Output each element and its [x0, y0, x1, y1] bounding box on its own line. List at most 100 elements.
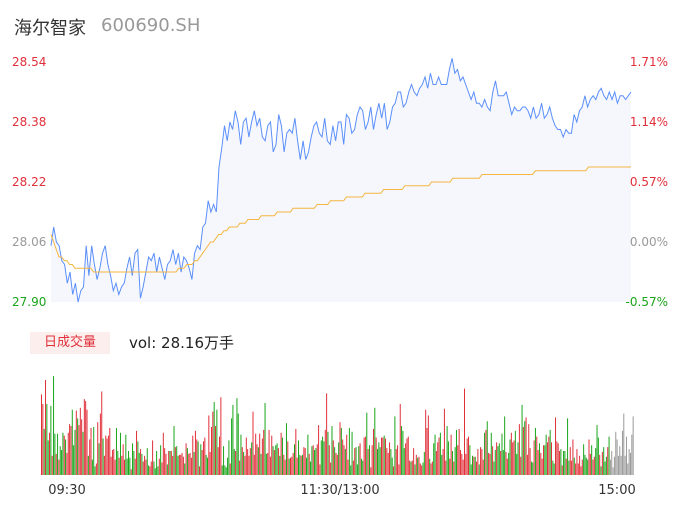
volume-bar	[508, 452, 510, 475]
stock-name: 海尔智家	[14, 18, 86, 39]
volume-bar	[97, 422, 99, 475]
volume-bar	[469, 445, 471, 475]
volume-bar	[489, 453, 491, 475]
volume-bar	[185, 443, 187, 475]
volume-bar	[410, 461, 412, 475]
volume-bar	[433, 443, 435, 475]
daily-volume-tag[interactable]: 日成交量	[30, 332, 110, 354]
volume-bar	[248, 455, 250, 475]
volume-bar	[542, 445, 544, 475]
volume-bar	[406, 438, 408, 475]
volume-bar	[576, 449, 578, 475]
volume-bar	[596, 425, 598, 475]
volume-bar	[351, 431, 353, 475]
volume-bar	[595, 448, 597, 475]
volume-bar	[577, 463, 579, 475]
volume-bar	[439, 432, 441, 475]
volume-bar	[362, 460, 364, 475]
volume-bar	[181, 452, 183, 475]
volume-bar	[391, 457, 393, 475]
volume-bar	[575, 463, 577, 475]
volume-bar	[223, 446, 225, 475]
volume-bar	[541, 458, 543, 475]
volume-bar	[307, 434, 309, 475]
volume-bar	[312, 445, 314, 475]
volume-bar	[74, 429, 76, 475]
volume-bar	[455, 429, 457, 475]
volume-bar	[284, 459, 286, 475]
volume-bar	[158, 458, 160, 475]
volume-bar	[352, 460, 354, 475]
volume-bar	[389, 442, 391, 475]
volume-bar	[303, 447, 305, 475]
volume-bar	[533, 440, 535, 475]
volume-bar	[58, 459, 60, 475]
volume-bar	[45, 379, 47, 475]
volume-bar	[372, 428, 374, 475]
price-tick-label: 28.06	[12, 235, 46, 249]
volume-bar	[315, 448, 317, 475]
volume-bar	[529, 448, 531, 475]
price-panel	[50, 58, 632, 303]
volume-bar	[482, 459, 484, 475]
volume-bar	[193, 451, 195, 475]
volume-bar	[302, 454, 304, 475]
volume-bar	[132, 443, 134, 475]
volume-bar	[429, 458, 431, 475]
volume-bar	[470, 464, 472, 475]
volume-bar	[105, 435, 107, 475]
volume-bar	[476, 461, 478, 475]
volume-bar	[619, 446, 621, 475]
volume-bar	[488, 452, 490, 475]
volume-bar	[65, 439, 67, 475]
volume-bar	[182, 456, 184, 475]
volume-bar	[204, 437, 206, 475]
volume-bar	[473, 456, 475, 475]
volume-bar	[446, 426, 448, 475]
volume-bar	[233, 449, 235, 475]
volume-bar	[66, 452, 68, 475]
volume-bar	[411, 460, 413, 475]
volume-bar	[216, 409, 218, 475]
volume-bar	[617, 455, 619, 475]
volume-bar	[310, 461, 312, 475]
volume-bar	[201, 450, 203, 475]
volume-bar	[441, 454, 443, 475]
volume-bar	[565, 458, 567, 475]
volume-bar	[227, 457, 229, 475]
volume-bar	[67, 432, 69, 475]
volume-bar	[567, 418, 569, 475]
volume-bar	[263, 429, 265, 475]
volume-bar	[89, 439, 91, 475]
volume-bar	[356, 464, 358, 475]
volume-bar	[205, 454, 207, 475]
volume-bar	[510, 432, 512, 475]
volume-bar	[462, 459, 464, 475]
volume-bar	[178, 454, 180, 475]
volume-bar	[269, 456, 271, 475]
volume-bar	[334, 447, 336, 475]
volume-bar	[632, 416, 634, 475]
volume-bar	[336, 454, 338, 475]
volume-bar	[559, 451, 561, 475]
volume-bar	[593, 456, 595, 475]
volume-bar	[324, 429, 326, 475]
volume-bar	[202, 441, 204, 475]
volume-bar	[414, 464, 416, 475]
volume-bar	[81, 419, 83, 475]
volume-bar	[604, 461, 606, 475]
volume-bar	[255, 433, 257, 475]
volume-bar	[110, 456, 112, 475]
volume-bar	[534, 427, 536, 475]
volume-bar	[213, 402, 215, 475]
volume-bar	[225, 467, 227, 475]
volume-bar	[540, 452, 542, 475]
volume-bar	[228, 440, 230, 475]
volume-bar	[95, 463, 97, 475]
volume-bar	[245, 437, 247, 475]
volume-bar	[176, 446, 178, 475]
volume-bar	[379, 447, 381, 475]
volume-bar	[136, 430, 138, 475]
price-area-fill	[51, 58, 631, 303]
volume-bar	[235, 451, 237, 475]
